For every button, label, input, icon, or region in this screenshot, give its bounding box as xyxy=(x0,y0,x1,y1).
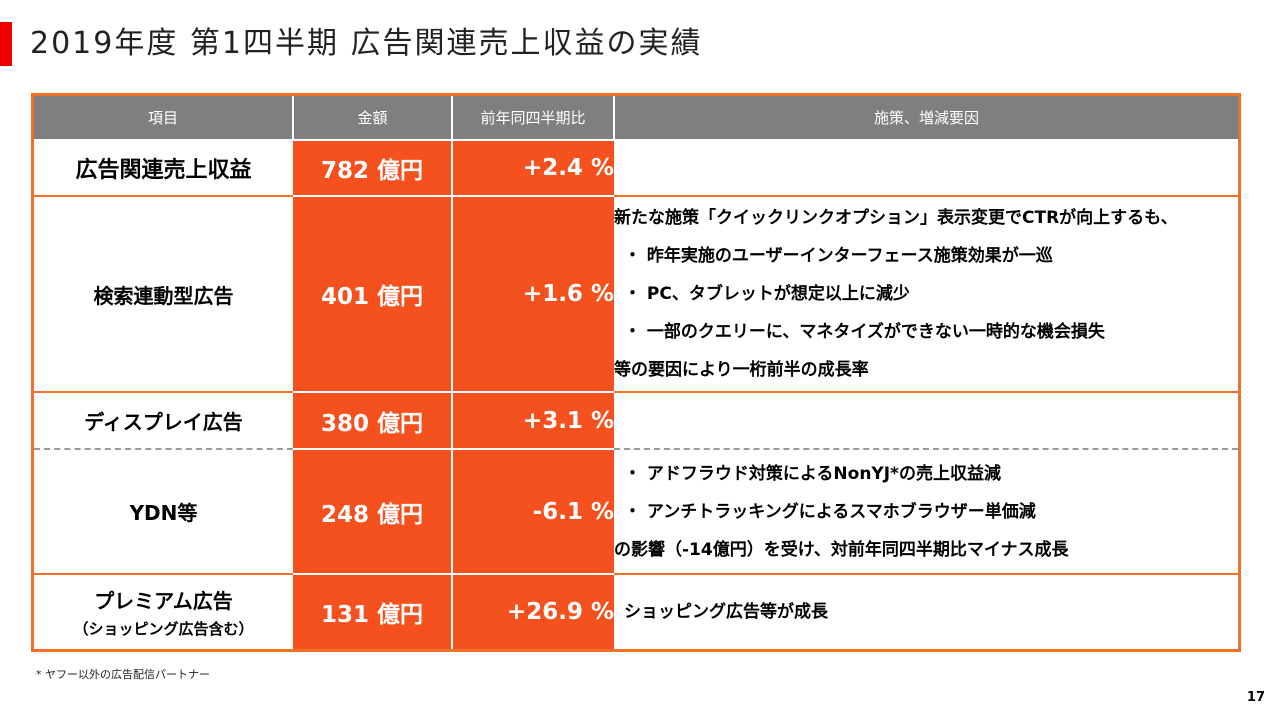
row-label-main: プレミアム広告 xyxy=(94,589,233,613)
row-amount: 380 億円 xyxy=(293,392,453,450)
header-item: 項目 xyxy=(34,96,294,141)
row-amount: 248 億円 xyxy=(293,449,453,575)
row-yoy: +3.1 % xyxy=(452,392,614,450)
row-label: 検索連動型広告 xyxy=(34,196,293,393)
note-line: ・ アンチトラッキングによるスマホブラウザー単価減 xyxy=(624,501,1036,522)
note-line: 新たな施策「クイックリンクオプション」表示変更でCTRが向上するも、 xyxy=(614,208,1178,228)
header-factors: 施策、増減要因 xyxy=(614,96,1238,141)
results-table: 項目 金額 前年同四半期比 施策、増減要因 広告関連売上収益 782 億円 +2… xyxy=(34,96,1238,649)
row-notes xyxy=(614,140,1238,197)
note-line: ・ アドフラウド対策によるNonYJ*の売上収益減 xyxy=(624,463,1001,484)
note-line: ショッピング広告等が成長 xyxy=(624,602,828,622)
row-label: 広告関連売上収益 xyxy=(34,140,293,197)
row-amount: 782 億円 xyxy=(293,140,453,197)
row-notes: 新たな施策「クイックリンクオプション」表示変更でCTRが向上するも、 ・ 昨年実… xyxy=(614,196,1238,393)
table-row: プレミアム広告 （ショッピング広告含む） 131 億円 +26.9 % ショッピ… xyxy=(34,574,1238,649)
header-amount: 金額 xyxy=(293,96,453,141)
page-title: 2019年度 第1四半期 広告関連売上収益の実績 xyxy=(30,26,703,61)
table-header-row: 項目 金額 前年同四半期比 施策、増減要因 xyxy=(34,96,1238,141)
note-line: ・ PC、タブレットが想定以上に減少 xyxy=(624,284,910,304)
row-notes: ショッピング広告等が成長 xyxy=(614,574,1238,649)
row-notes: ・ アドフラウド対策によるNonYJ*の売上収益減 ・ アンチトラッキングによる… xyxy=(614,449,1238,575)
row-label-sub: （ショッピング広告含む） xyxy=(73,620,254,638)
row-amount: 401 億円 xyxy=(293,196,453,393)
table-row: YDN等 248 億円 -6.1 % ・ アドフラウド対策によるNonYJ*の売… xyxy=(34,449,1238,575)
row-yoy: -6.1 % xyxy=(452,449,614,575)
table-row: 広告関連売上収益 782 億円 +2.4 % xyxy=(34,140,1238,197)
note-line: 等の要因により一桁前半の成長率 xyxy=(614,360,869,380)
row-yoy: +26.9 % xyxy=(452,574,614,649)
note-line: ・ 昨年実施のユーザーインターフェース施策効果が一巡 xyxy=(624,246,1053,266)
note-line: の影響（-14億円）を受け、対前年同四半期比マイナス成長 xyxy=(614,539,1069,560)
title-accent-bar xyxy=(0,22,12,66)
row-label: YDN等 xyxy=(34,449,293,575)
note-line: ・ 一部のクエリーに、マネタイズができない一時的な機会損失 xyxy=(624,322,1105,342)
table-row: 検索連動型広告 401 億円 +1.6 % 新たな施策「クイックリンクオプション… xyxy=(34,196,1238,393)
page-number: 17 xyxy=(1246,690,1265,705)
row-amount: 131 億円 xyxy=(293,574,453,649)
results-table-container: 項目 金額 前年同四半期比 施策、増減要因 広告関連売上収益 782 億円 +2… xyxy=(31,93,1241,652)
row-label: プレミアム広告 （ショッピング広告含む） xyxy=(34,574,293,649)
row-notes xyxy=(614,392,1238,450)
row-label: ディスプレイ広告 xyxy=(34,392,293,450)
table-row: ディスプレイ広告 380 億円 +3.1 % xyxy=(34,392,1238,450)
row-yoy: +2.4 % xyxy=(452,140,614,197)
footnote: * ヤフー以外の広告配信パートナー xyxy=(36,668,210,681)
header-yoy: 前年同四半期比 xyxy=(452,96,615,141)
row-yoy: +1.6 % xyxy=(452,196,614,393)
